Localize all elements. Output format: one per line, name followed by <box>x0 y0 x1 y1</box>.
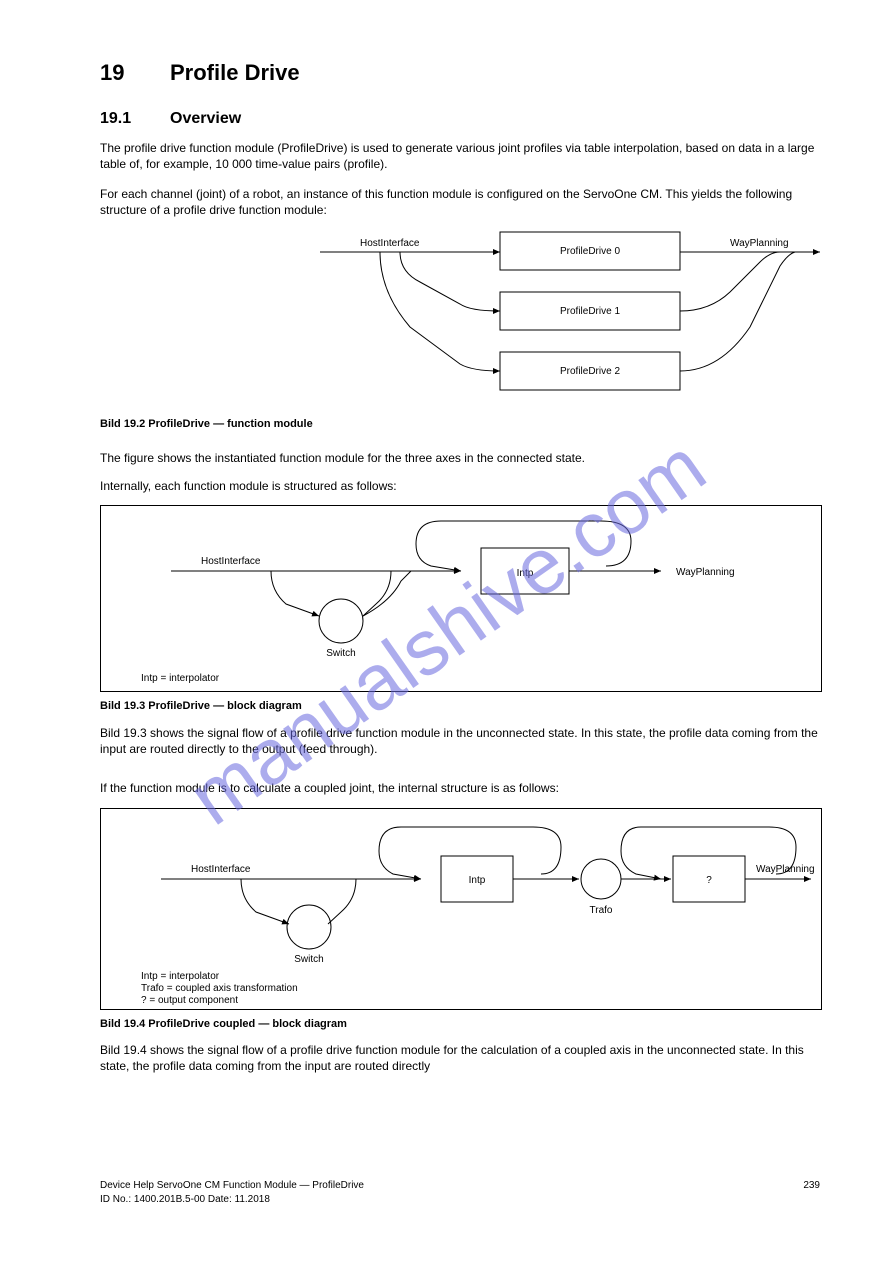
fig3-in-label: HostInterface <box>191 864 251 875</box>
fig2-switch-label: Switch <box>326 648 355 659</box>
fig3-out-label: WayPlanning <box>756 864 815 875</box>
paragraph-2: For each channel (joint) of a robot, an … <box>100 186 820 218</box>
fig2-intp-label: Intp <box>517 568 534 579</box>
paragraph-5: Bild 19.3 shows the signal flow of a pro… <box>100 725 820 757</box>
figure-19-2: HostInterface ProfileDrive 0 ProfileDriv… <box>100 232 820 437</box>
figure-19-3: HostInterface Switch Intp WayPlanning In… <box>101 506 821 691</box>
fig2-in-label: HostInterface <box>201 556 261 567</box>
fig2-legend: Intp = interpolator <box>141 673 220 684</box>
fig3-caption: Bild 19.4 ProfileDrive coupled — block d… <box>100 1018 347 1030</box>
fig3-legend-1: Trafo = coupled axis transformation <box>141 983 298 994</box>
fig2-out-label: WayPlanning <box>676 567 735 578</box>
fig1-in-label: HostInterface <box>360 238 420 249</box>
fig1-box0-label: ProfileDrive 0 <box>560 246 620 257</box>
footer-id: ID No.: 1400.201B.5-00 Date: 11.2018 <box>100 1194 270 1205</box>
footer-page: 239 <box>803 1180 820 1191</box>
fig3-trafo-label: Trafo <box>590 905 613 916</box>
figure-19-4-frame: HostInterface Switch Intp Trafo ? <box>100 808 822 1010</box>
footer-doc-title: Device Help ServoOne CM Function Module … <box>100 1180 364 1191</box>
fig1-out-label: WayPlanning <box>730 238 789 249</box>
figure-19-4: HostInterface Switch Intp Trafo ? <box>101 809 821 1009</box>
section-title: Overview <box>170 110 241 128</box>
chapter-title: Profile Drive <box>170 60 300 86</box>
paragraph-1: The profile drive function module (Profi… <box>100 140 820 172</box>
fig1-box2-label: ProfileDrive 2 <box>560 366 620 377</box>
page: manualshive.com 19 Profile Drive 19.1 Ov… <box>0 0 893 1263</box>
fig3-box2-label: ? <box>706 875 712 886</box>
figure-19-3-frame: HostInterface Switch Intp WayPlanning In… <box>100 505 822 692</box>
section-number: 19.1 <box>100 110 131 128</box>
paragraph-6: If the function module is to calculate a… <box>100 780 820 796</box>
fig3-legend-0: Intp = interpolator <box>141 971 220 982</box>
chapter-number: 19 <box>100 60 124 86</box>
fig1-caption: Bild 19.2 ProfileDrive — function module <box>100 418 313 430</box>
paragraph-7: Bild 19.4 shows the signal flow of a pro… <box>100 1042 820 1074</box>
fig1-box1-label: ProfileDrive 1 <box>560 306 620 317</box>
fig3-switch-label: Switch <box>294 954 323 965</box>
fig3-intp-label: Intp <box>469 875 486 886</box>
fig3-legend-2: ? = output component <box>141 995 238 1006</box>
paragraph-4: Internally, each function module is stru… <box>100 478 820 494</box>
paragraph-3: The figure shows the instantiated functi… <box>100 450 820 466</box>
fig2-caption: Bild 19.3 ProfileDrive — block diagram <box>100 700 302 712</box>
